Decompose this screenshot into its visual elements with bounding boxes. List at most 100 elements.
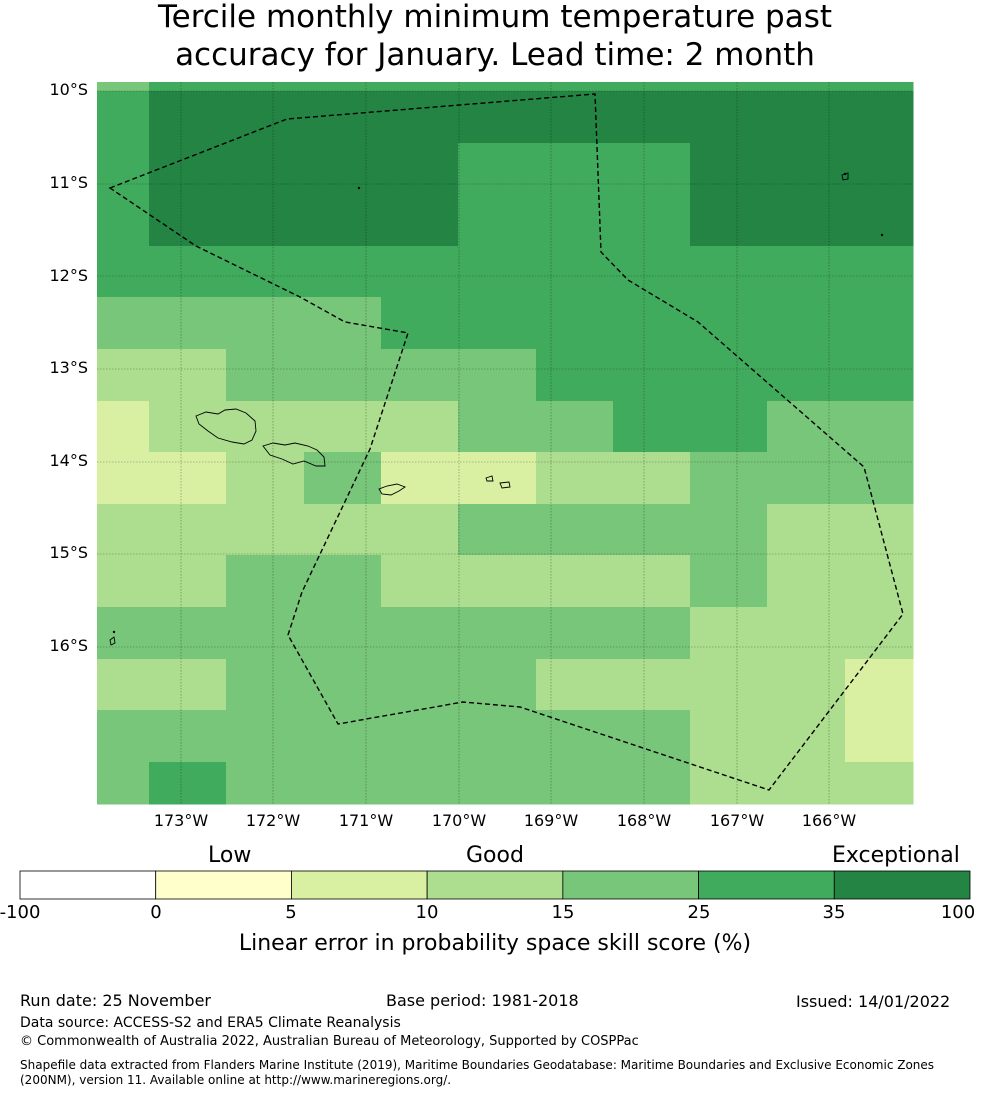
grid-cell xyxy=(690,143,768,195)
grid-cell xyxy=(767,555,846,608)
grid-cell xyxy=(613,246,691,298)
grid-cell xyxy=(97,297,150,350)
grid-cell xyxy=(97,710,150,763)
data-source: Data source: ACCESS-S2 and ERA5 Climate … xyxy=(20,1015,401,1031)
grid-cell xyxy=(149,349,227,402)
grid-cell xyxy=(767,401,846,453)
grid-cell xyxy=(458,297,537,350)
category-good: Good xyxy=(466,843,524,868)
colorbar-swatch xyxy=(426,870,564,900)
grid-cell xyxy=(97,349,150,402)
grid-cell xyxy=(226,659,305,711)
grid-cell xyxy=(613,452,691,505)
grid-cell xyxy=(226,762,305,805)
lat-label-12s: 12°S xyxy=(49,266,88,285)
grid-cell xyxy=(613,607,691,660)
grid-cell xyxy=(226,91,305,144)
colorbar-tick: 100 xyxy=(940,902,976,923)
grid-cell xyxy=(690,452,768,505)
grid-cell xyxy=(458,401,537,453)
colorbar-tick: 25 xyxy=(687,902,711,923)
grid-cell xyxy=(845,504,914,556)
grid-cell xyxy=(226,349,305,402)
grid-cell xyxy=(767,607,846,660)
issued-date: Issued: 14/01/2022 xyxy=(796,992,951,1011)
grid-cell xyxy=(536,297,614,350)
grid-cell xyxy=(767,143,846,195)
grid-cell xyxy=(690,194,768,247)
grid-cell xyxy=(536,82,614,92)
grid-cell xyxy=(690,82,768,92)
grid-cell xyxy=(690,762,768,805)
grid-cell xyxy=(536,710,614,763)
grid-cell xyxy=(536,349,614,402)
grid-cell xyxy=(458,452,537,505)
colorbar-tick: 0 xyxy=(150,902,162,923)
grid-cell xyxy=(458,659,537,711)
grid-cell xyxy=(458,555,537,608)
grid-cell xyxy=(97,82,150,92)
colorbar-tick: 10 xyxy=(415,902,439,923)
grid-cell xyxy=(767,246,846,298)
grid-cell xyxy=(381,555,459,608)
grid-cell xyxy=(613,762,691,805)
map-title-line-2: accuracy for January. Lead time: 2 month xyxy=(175,37,815,73)
tau-island-outline xyxy=(378,483,406,496)
grid-cell xyxy=(304,659,382,711)
colorbar-tick: 5 xyxy=(285,902,297,923)
colorbar-tick: -100 xyxy=(0,902,41,923)
colorbar-swatch xyxy=(291,870,428,900)
grid-cell xyxy=(767,504,846,556)
shapefile-credit-line-2: (200NM), version 11. Available online at… xyxy=(20,1073,452,1087)
grid-cell xyxy=(226,710,305,763)
grid-cell xyxy=(226,504,305,556)
grid-cell xyxy=(149,194,227,247)
lon-label-167w: 167°W xyxy=(709,811,765,830)
grid-cell xyxy=(845,710,914,763)
grid-cell xyxy=(845,82,914,92)
shapefile-credit-line-1: Shapefile data extracted from Flanders M… xyxy=(20,1058,935,1072)
grid-cell xyxy=(536,659,614,711)
grid-cell xyxy=(97,452,150,505)
grid-cell xyxy=(458,246,537,298)
grid-cell xyxy=(690,504,768,556)
grid-cell xyxy=(304,504,382,556)
colorbar-label: Linear error in probability space skill … xyxy=(238,931,752,956)
grid-cell xyxy=(226,143,305,195)
grid-cell xyxy=(845,297,914,350)
lon-label-171w: 171°W xyxy=(338,811,394,830)
grid-cell xyxy=(149,246,227,298)
grid-cell xyxy=(458,710,537,763)
colorbar-tick: 35 xyxy=(822,902,846,923)
grid-cell xyxy=(149,607,227,660)
grid-cell xyxy=(845,246,914,298)
grid-cell xyxy=(149,143,227,195)
grid-cell xyxy=(767,710,846,763)
grid-cell xyxy=(690,349,768,402)
grid-cell xyxy=(97,555,150,608)
grid-cell xyxy=(97,246,150,298)
grid-cell xyxy=(458,91,537,144)
lon-label-170w: 170°W xyxy=(431,811,487,830)
grid-cell xyxy=(767,452,846,505)
grid-cell xyxy=(381,401,459,453)
grid-cell xyxy=(304,82,382,92)
grid-cell xyxy=(613,710,691,763)
grid-cell xyxy=(613,82,691,92)
lat-label-10s: 10°S xyxy=(49,80,88,99)
grid-cell xyxy=(690,555,768,608)
nassau-island-outline xyxy=(109,636,116,646)
eez-boundary xyxy=(108,93,904,791)
grid-cell xyxy=(690,401,768,453)
grid-cell xyxy=(690,659,768,711)
grid-cell xyxy=(226,297,305,350)
grid-cell xyxy=(458,194,537,247)
grid-cell xyxy=(536,401,614,453)
grid-cell xyxy=(536,143,614,195)
grid-cell xyxy=(458,349,537,402)
grid-cell xyxy=(845,659,914,711)
grid-cell xyxy=(304,762,382,805)
colorbar xyxy=(19,870,971,900)
grid-cell xyxy=(381,607,459,660)
grid-cell xyxy=(97,194,150,247)
